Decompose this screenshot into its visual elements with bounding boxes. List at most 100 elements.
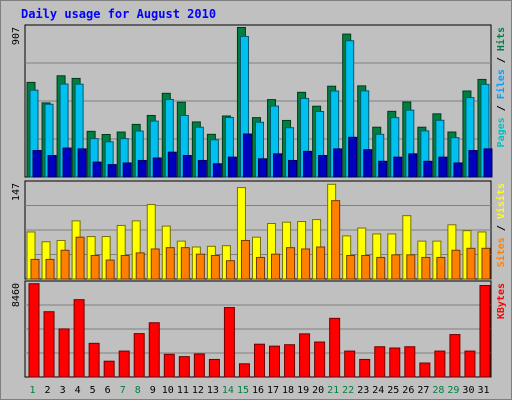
day-label-6: 6: [105, 385, 111, 396]
day-label-21: 21: [327, 385, 339, 396]
legend-part: /: [496, 219, 507, 237]
bar-kbytes-day-6: [103, 360, 115, 378]
bar-pages-day-10: [167, 151, 177, 178]
bar-pages-day-9: [152, 157, 162, 178]
bar-pages-day-28: [438, 156, 448, 178]
bar-kbytes-day-10: [163, 353, 175, 378]
panel-sites_visits: 147 Sites / Visits: [11, 180, 507, 280]
bar-kbytes-day-30: [464, 350, 476, 378]
bar-sites-day-22: [346, 254, 356, 280]
bar-kbytes-day-7: [118, 350, 130, 378]
legend-part: Sites: [495, 237, 507, 267]
bar-kbytes-day-18: [284, 344, 296, 378]
bar-kbytes-day-9: [148, 322, 160, 378]
bar-pages-day-18: [288, 159, 298, 178]
panel-pages_files_hits: 907 Pages / Files / Hits: [11, 24, 507, 178]
bar-sites-day-12: [195, 253, 205, 280]
bar-kbytes-day-27: [419, 362, 431, 378]
bar-sites-day-1: [30, 258, 40, 280]
bar-kbytes-day-28: [434, 350, 446, 378]
bar-kbytes-day-26: [404, 346, 416, 378]
bar-kbytes-day-8: [133, 333, 145, 378]
day-label-7: 7: [120, 385, 126, 396]
day-label-3: 3: [60, 385, 66, 396]
legend-part: KBytes: [496, 283, 507, 319]
bar-sites-day-19: [301, 248, 311, 280]
bar-pages-day-25: [393, 156, 403, 178]
bar-sites-day-28: [436, 256, 446, 280]
legend-part: Hits: [495, 27, 507, 51]
bar-sites-day-30: [466, 247, 476, 280]
bar-sites-day-4: [75, 236, 85, 280]
bar-kbytes-day-25: [389, 347, 401, 378]
bar-sites-day-2: [45, 258, 55, 280]
day-label-27: 27: [417, 385, 429, 396]
bar-pages-day-1: [32, 150, 42, 178]
bar-kbytes-day-11: [178, 356, 190, 378]
day-label-14: 14: [222, 385, 234, 396]
bar-sites-day-13: [210, 254, 220, 280]
day-label-5: 5: [90, 385, 96, 396]
bar-pages-day-30: [468, 150, 478, 178]
day-label-10: 10: [162, 385, 174, 396]
bar-sites-day-10: [165, 247, 175, 280]
day-label-25: 25: [387, 385, 399, 396]
bar-sites-day-16: [255, 256, 265, 280]
bar-pages-day-26: [408, 153, 418, 178]
bar-pages-day-13: [212, 163, 222, 178]
legend-part: /: [496, 51, 507, 69]
legend-part: Pages: [496, 117, 507, 147]
bar-sites-day-3: [60, 249, 70, 280]
bar-sites-day-11: [180, 247, 190, 280]
bar-pages-day-31: [483, 148, 493, 178]
bar-pages-day-12: [197, 159, 207, 178]
panel-max-label: 8460: [11, 283, 22, 307]
bar-kbytes-day-15: [238, 363, 250, 378]
day-label-2: 2: [45, 385, 51, 396]
bar-pages-day-23: [363, 149, 373, 178]
bar-pages-day-16: [257, 158, 267, 178]
bar-pages-day-3: [62, 147, 72, 178]
bar-pages-day-14: [227, 156, 237, 178]
day-label-23: 23: [357, 385, 369, 396]
day-label-16: 16: [252, 385, 264, 396]
bar-pages-day-20: [318, 155, 328, 178]
panel-legend: Sites / Visits: [495, 183, 507, 267]
bar-pages-day-5: [92, 161, 102, 178]
bar-pages-day-15: [242, 133, 252, 178]
day-label-9: 9: [150, 385, 156, 396]
bar-pages-day-7: [122, 162, 132, 178]
panel-max-label: 147: [11, 183, 22, 201]
bar-kbytes-day-17: [269, 345, 281, 378]
day-label-17: 17: [267, 385, 279, 396]
bar-kbytes-day-29: [449, 334, 461, 378]
day-label-26: 26: [402, 385, 414, 396]
bar-sites-day-15: [240, 239, 250, 280]
bar-kbytes-day-14: [223, 307, 235, 378]
bar-pages-day-22: [348, 136, 358, 178]
bar-sites-day-27: [421, 256, 431, 280]
bar-sites-day-20: [316, 246, 326, 280]
panel-legend: Pages / Files / Hits: [495, 27, 507, 147]
bar-kbytes-day-31: [479, 285, 491, 378]
day-label-24: 24: [372, 385, 384, 396]
bar-kbytes-day-19: [299, 333, 311, 378]
day-label-8: 8: [135, 385, 141, 396]
panel-max-label: 907: [11, 27, 22, 45]
bar-kbytes-day-23: [359, 358, 371, 378]
day-label-22: 22: [342, 385, 354, 396]
day-label-30: 30: [462, 385, 474, 396]
bar-sites-day-26: [406, 254, 416, 280]
bar-kbytes-day-13: [208, 358, 220, 378]
day-label-18: 18: [282, 385, 294, 396]
bar-sites-day-14: [225, 260, 235, 280]
bar-pages-day-11: [182, 155, 192, 178]
bar-kbytes-day-24: [374, 346, 386, 378]
legend-part: Visits: [495, 183, 507, 219]
bar-sites-day-5: [90, 254, 100, 280]
legend-part: /: [496, 99, 507, 117]
panel-kbytes: 8460 KBytes: [11, 280, 507, 378]
bar-kbytes-day-5: [88, 342, 100, 378]
bar-sites-day-18: [286, 247, 296, 280]
